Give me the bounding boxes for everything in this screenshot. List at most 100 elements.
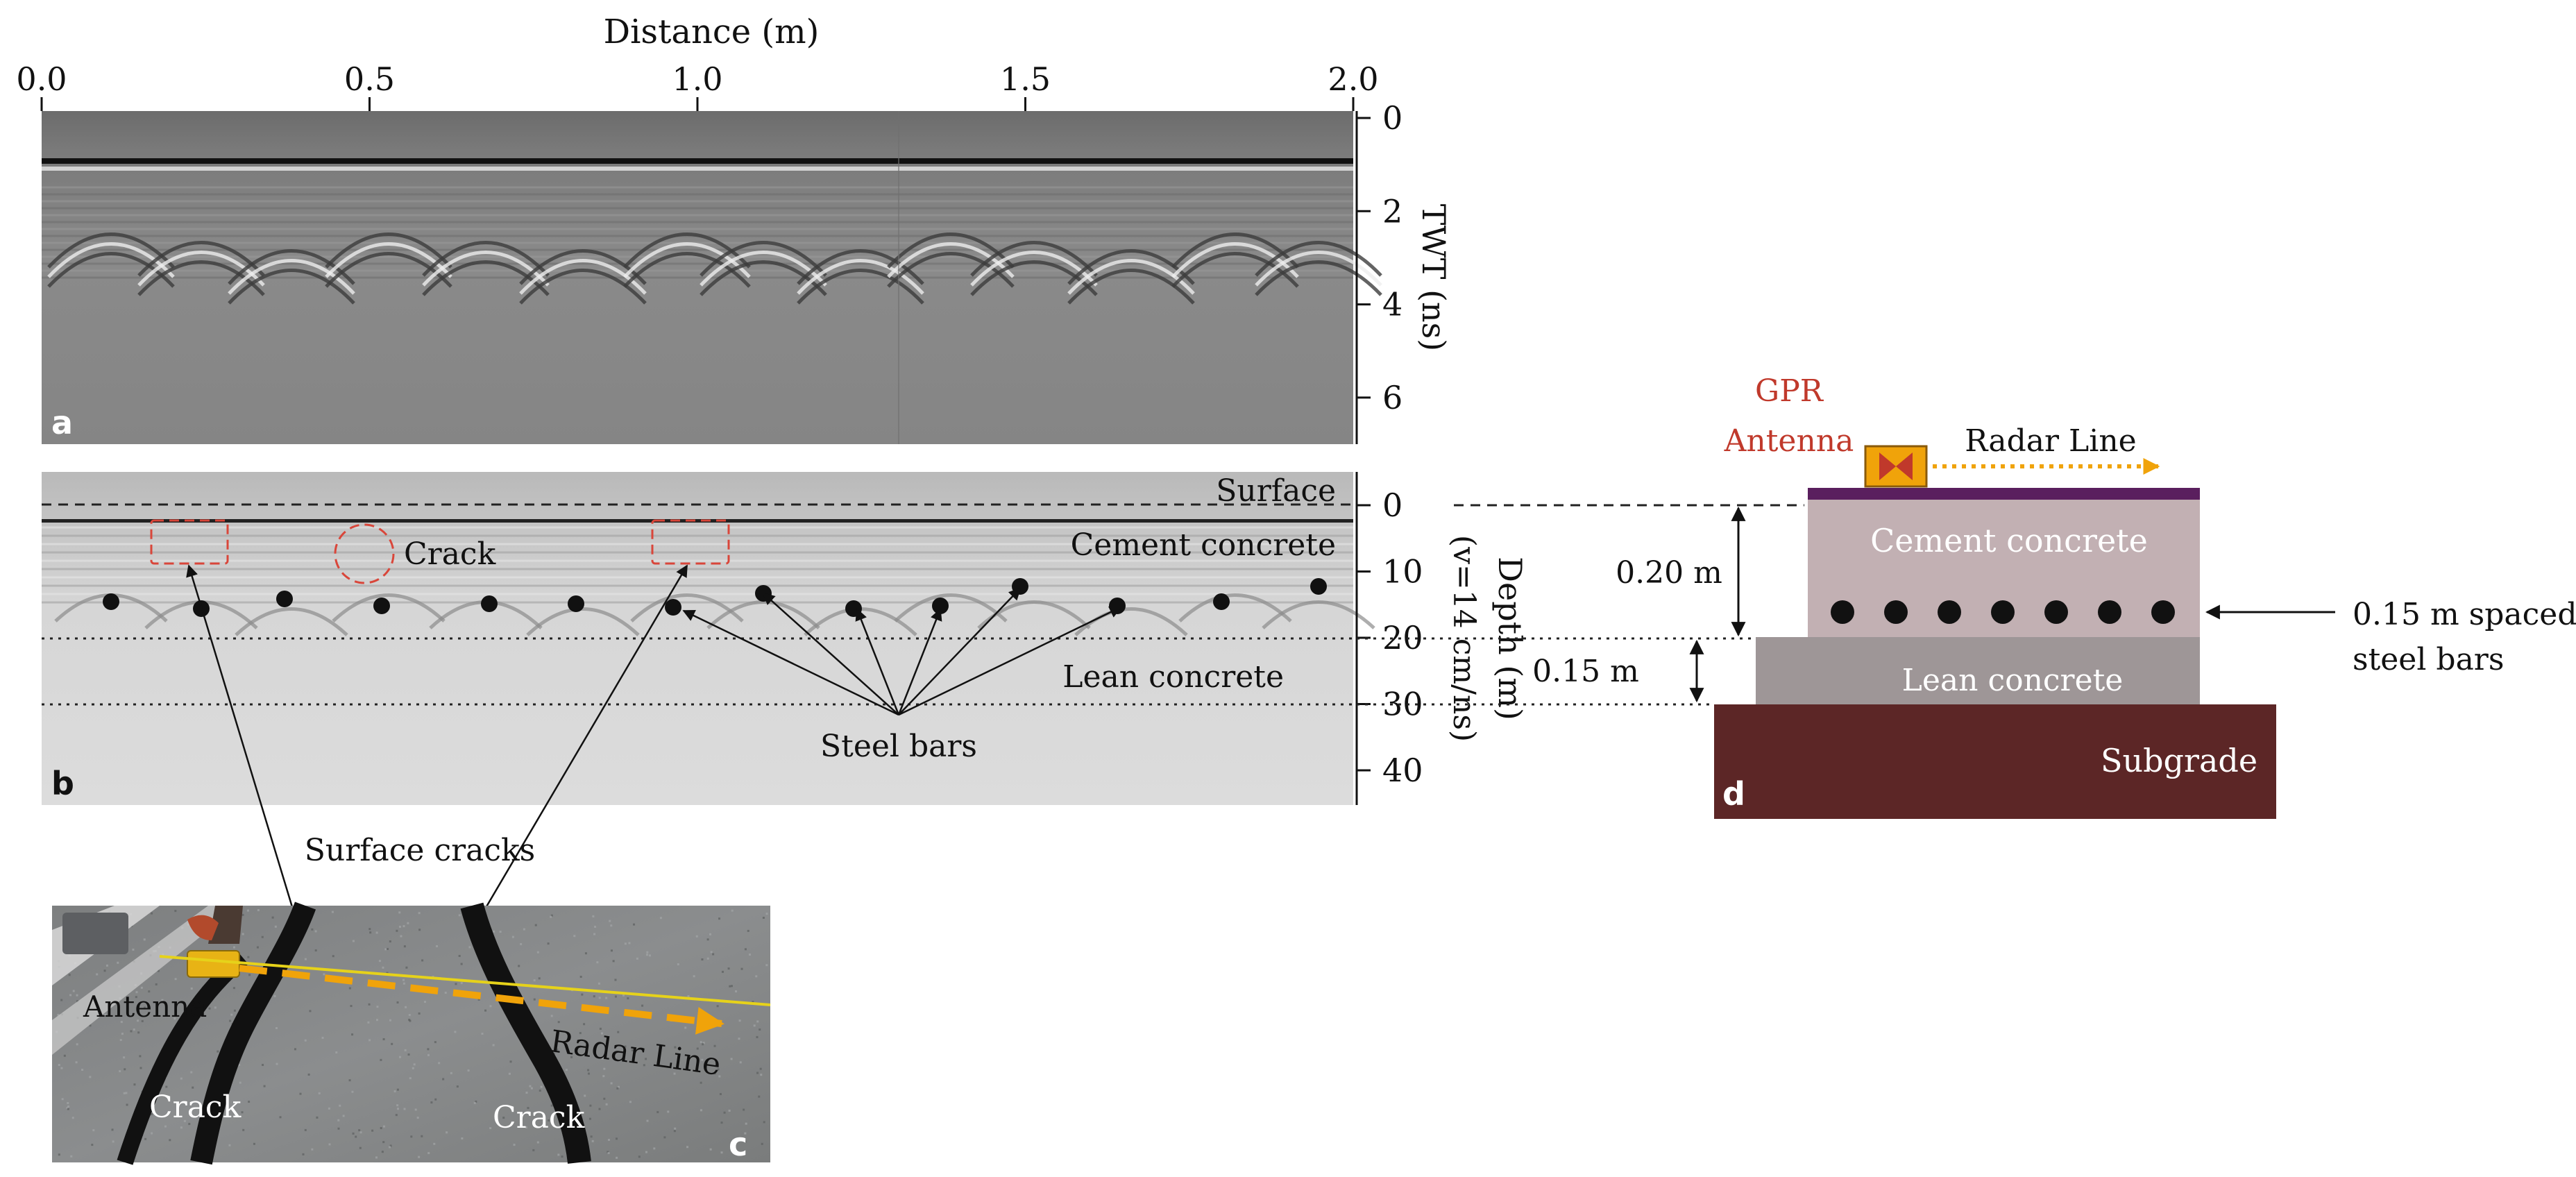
aggregate-speck bbox=[633, 923, 636, 926]
aggregate-speck bbox=[403, 1108, 406, 1110]
aggregate-speck bbox=[380, 1127, 382, 1130]
aggregate-speck bbox=[261, 935, 264, 938]
aggregate-speck bbox=[248, 1100, 251, 1103]
aggregate-speck bbox=[418, 1155, 421, 1158]
aggregate-speck bbox=[256, 946, 259, 949]
aggregate-speck bbox=[475, 1100, 477, 1103]
aggregate-speck bbox=[550, 914, 553, 917]
aggregate-speck bbox=[461, 1137, 464, 1140]
aggregate-speck bbox=[684, 1026, 687, 1029]
aggregate-speck bbox=[368, 928, 371, 931]
aggregate-speck bbox=[76, 1043, 78, 1046]
aggregate-speck bbox=[387, 947, 389, 950]
aggregate-speck bbox=[119, 1039, 122, 1042]
surface-label: Surface bbox=[1216, 473, 1336, 509]
aggregate-speck bbox=[593, 933, 596, 935]
aggregate-speck bbox=[520, 942, 523, 945]
schematic-steel-bar bbox=[2044, 600, 2068, 624]
aggregate-speck bbox=[144, 1137, 147, 1140]
aggregate-speck bbox=[123, 1056, 126, 1059]
reflection-hyperbola bbox=[228, 269, 355, 305]
aggregate-speck bbox=[92, 1129, 95, 1132]
aggregate-speck bbox=[760, 1074, 763, 1076]
d-cement-concrete-label: Cement concrete bbox=[1870, 522, 2148, 559]
lean-concrete-layer bbox=[1756, 637, 2200, 704]
aggregate-speck bbox=[103, 969, 106, 972]
aggregate-speck bbox=[744, 948, 747, 951]
aggregate-speck bbox=[67, 1108, 69, 1110]
aggregate-speck bbox=[627, 997, 629, 1000]
surface-reflection-white bbox=[42, 167, 1353, 171]
aggregate-speck bbox=[530, 1087, 533, 1090]
aggregate-speck bbox=[176, 1108, 179, 1110]
aggregate-speck bbox=[381, 1151, 384, 1153]
aggregate-speck bbox=[307, 1073, 310, 1076]
aggregate-speck bbox=[232, 987, 235, 990]
aggregate-speck bbox=[68, 974, 71, 976]
aggregate-speck bbox=[132, 948, 135, 951]
aggregate-speck bbox=[765, 964, 768, 967]
aggregate-speck bbox=[628, 942, 631, 945]
aggregate-speck bbox=[143, 938, 146, 941]
aggregate-speck bbox=[533, 979, 536, 982]
aggregate-speck bbox=[674, 1046, 677, 1049]
aggregate-speck bbox=[700, 1109, 702, 1112]
aggregate-speck bbox=[700, 1081, 702, 1084]
aggregate-speck bbox=[762, 916, 765, 919]
aggregate-speck bbox=[579, 1032, 582, 1035]
aggregate-speck bbox=[412, 1067, 414, 1069]
aggregate-speck bbox=[538, 977, 541, 980]
aggregate-speck bbox=[616, 1156, 618, 1159]
aggregate-speck bbox=[139, 1055, 142, 1058]
aggregate-speck bbox=[616, 1087, 619, 1090]
aggregate-speck bbox=[590, 1135, 593, 1138]
aggregate-speck bbox=[398, 911, 401, 914]
aggregate-speck bbox=[228, 1144, 231, 1146]
aggregate-speck bbox=[489, 1127, 492, 1130]
aggregate-speck bbox=[337, 1127, 340, 1130]
radar-line-arrow bbox=[239, 965, 724, 1035]
aggregate-speck bbox=[151, 912, 153, 915]
schematic-steel-bar bbox=[1884, 600, 1908, 624]
aggregate-speck bbox=[421, 1135, 423, 1137]
aggregate-speck bbox=[375, 1019, 378, 1022]
panel-c-photo: Antenna Radar Line Crack Crack c bbox=[52, 901, 771, 1165]
aggregate-speck bbox=[601, 1057, 604, 1060]
aggregate-speck bbox=[438, 1062, 441, 1065]
steel-bar bbox=[665, 599, 681, 616]
aggregate-speck bbox=[529, 1085, 532, 1087]
aggregate-speck bbox=[624, 942, 627, 945]
aggregate-speck bbox=[386, 972, 389, 974]
aggregate-speck bbox=[740, 967, 743, 970]
panel-a-x-axis-title: Distance (m) bbox=[604, 12, 820, 51]
aggregate-speck bbox=[673, 1130, 676, 1133]
aggregate-speck bbox=[407, 922, 409, 924]
aggregate-speck bbox=[66, 1106, 69, 1109]
operator-leg bbox=[208, 906, 243, 944]
aggregate-speck bbox=[677, 963, 679, 966]
aggregate-speck bbox=[605, 1103, 608, 1106]
aggregate-speck bbox=[607, 1139, 610, 1142]
aggregate-speck bbox=[718, 917, 721, 920]
aggregate-speck bbox=[594, 926, 597, 929]
aggregate-speck bbox=[276, 1062, 278, 1065]
aggregate-speck bbox=[687, 995, 690, 998]
steel-bar bbox=[568, 595, 584, 612]
panel-d-label: d bbox=[1722, 775, 1745, 813]
aggregate-speck bbox=[112, 1140, 115, 1143]
aggregate-speck bbox=[141, 1019, 144, 1022]
reflection-hyperbola bbox=[970, 241, 1098, 277]
cement-concrete-label: Cement concrete bbox=[1071, 527, 1336, 563]
aggregate-speck bbox=[423, 1001, 426, 1004]
panel-a-reflection-texture bbox=[42, 111, 1382, 444]
aggregate-speck bbox=[744, 1132, 747, 1135]
bar-spacing-line1: 0.15 m spaced bbox=[2353, 597, 2576, 632]
aggregate-speck bbox=[323, 973, 325, 976]
aggregate-speck bbox=[409, 1019, 412, 1022]
aggregate-speck bbox=[598, 997, 601, 999]
depth-tick-label: 40 bbox=[1382, 752, 1423, 789]
aggregate-speck bbox=[375, 1156, 378, 1159]
aggregate-speck bbox=[63, 1054, 66, 1057]
aggregate-speck bbox=[130, 1030, 133, 1033]
aggregate-speck bbox=[342, 1115, 345, 1117]
